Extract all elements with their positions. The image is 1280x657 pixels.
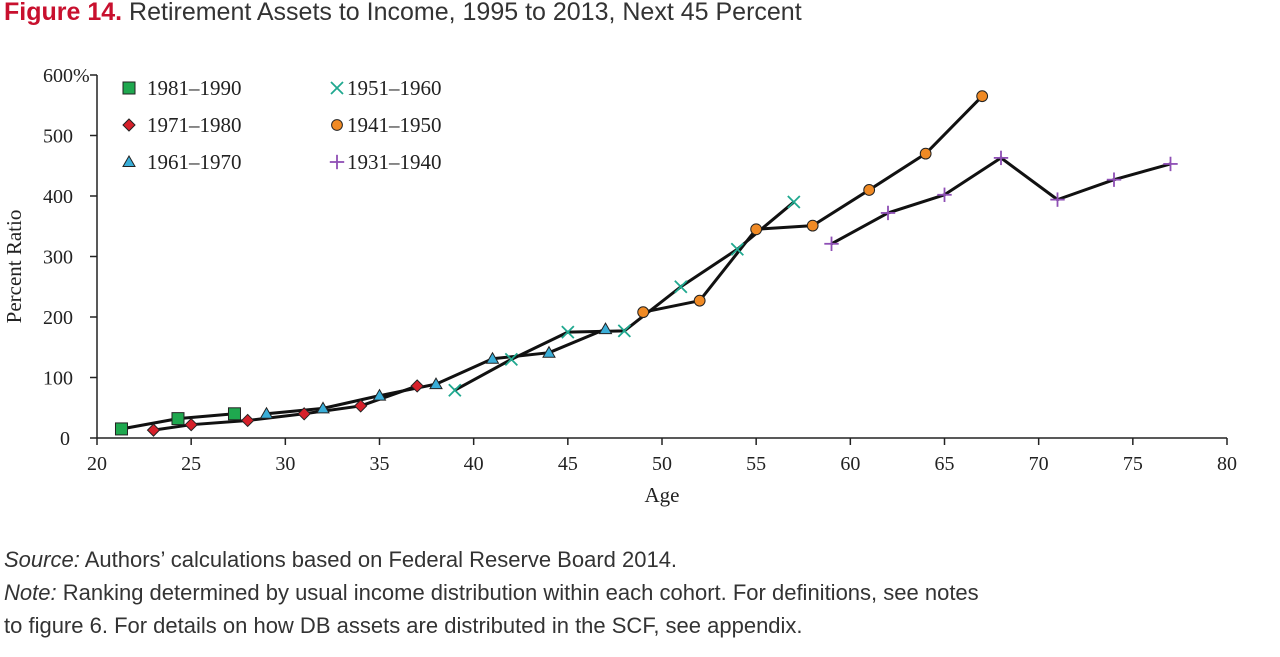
y-tick-unit: % xyxy=(73,65,90,87)
x-tick-label: 35 xyxy=(370,453,390,475)
data-point xyxy=(240,413,255,428)
source-label: Source: xyxy=(4,547,80,572)
legend-marker xyxy=(330,81,344,95)
x-tick-label: 45 xyxy=(558,453,578,475)
data-point xyxy=(448,383,462,397)
data-point xyxy=(617,324,631,338)
y-tick-label: 400 xyxy=(43,186,73,208)
x-tick-label: 50 xyxy=(652,453,672,475)
source-line: Source: Authors’ calculations based on F… xyxy=(4,543,979,576)
data-point xyxy=(750,223,763,236)
x-tick-label: 80 xyxy=(1217,453,1237,475)
data-point xyxy=(227,407,241,421)
series-lines xyxy=(121,95,1171,432)
y-tick-label: 600 xyxy=(43,65,73,87)
source-text: Authors’ calculations based on Federal R… xyxy=(84,547,678,572)
data-point xyxy=(542,345,556,358)
data-point xyxy=(259,406,274,419)
series-line-3 xyxy=(454,200,795,392)
legend-label: 1951–1960 xyxy=(347,76,442,100)
data-point xyxy=(993,150,1009,166)
y-axis-title: Percent Ratio xyxy=(2,210,26,324)
x-tick-label: 25 xyxy=(181,453,201,475)
data-point xyxy=(598,322,613,335)
figure-label: Figure 14. xyxy=(4,0,123,26)
data-point xyxy=(410,379,424,393)
chart-axes: 20 25 30 35 40 45 50 55 60 65 70 75 80 0 100 200 300 400 5… xyxy=(2,65,1237,507)
note-text-1: Ranking determined by usual income distr… xyxy=(62,580,979,605)
series-line-2 xyxy=(266,327,607,416)
y-tick-label: 300 xyxy=(43,247,73,269)
note-label: Note: xyxy=(4,580,57,605)
data-point xyxy=(485,351,500,364)
data-point xyxy=(806,219,819,232)
x-tick-label: 40 xyxy=(464,453,484,475)
figure-notes: Source: Authors’ calculations based on F… xyxy=(4,543,979,642)
data-point xyxy=(561,325,575,339)
x-tick-label: 55 xyxy=(746,453,766,475)
data-point xyxy=(297,407,311,421)
y-tick-label: 100 xyxy=(43,368,73,390)
note-line-1: Note: Ranking determined by usual income… xyxy=(4,576,979,609)
data-point xyxy=(1106,172,1122,187)
data-point xyxy=(1050,192,1065,207)
line-chart: 20 25 30 35 40 45 50 55 60 65 70 75 80 0 100 200 300 400 5… xyxy=(2,65,1237,507)
data-point xyxy=(880,205,896,221)
y-tick-label: 500 xyxy=(43,126,73,148)
data-point xyxy=(787,195,801,209)
data-point xyxy=(637,306,650,319)
legend-marker xyxy=(329,154,345,170)
data-point xyxy=(171,412,185,426)
data-point xyxy=(919,147,932,160)
x-axis-title: Age xyxy=(645,483,680,507)
note-line-2: to figure 6. For details on how DB asset… xyxy=(4,609,979,642)
data-point xyxy=(429,377,443,390)
legend-marker xyxy=(331,119,343,131)
data-point xyxy=(976,90,989,103)
data-point xyxy=(937,187,952,202)
figure-title: Figure 14. Retirement Assets to Income, … xyxy=(4,0,802,27)
data-point xyxy=(146,423,161,437)
x-tick-label: 20 xyxy=(87,453,107,475)
x-tick-label: 65 xyxy=(935,453,955,475)
legend-label: 1961–1970 xyxy=(147,150,242,174)
data-point xyxy=(693,294,706,307)
data-point xyxy=(372,388,387,401)
data-point xyxy=(1163,156,1178,172)
data-point xyxy=(674,280,688,294)
data-point xyxy=(863,184,876,196)
data-point xyxy=(316,401,330,414)
legend-label: 1971–1980 xyxy=(147,113,242,137)
data-point xyxy=(353,399,368,413)
legend-marker xyxy=(122,154,136,167)
x-tick-label: 60 xyxy=(840,453,860,475)
legend-label: 1941–1950 xyxy=(347,113,442,137)
figure-title-text: Retirement Assets to Income, 1995 to 201… xyxy=(129,0,802,26)
series-markers xyxy=(114,90,1178,437)
series-line-1 xyxy=(153,384,418,432)
data-point xyxy=(184,417,198,432)
data-point xyxy=(504,352,518,366)
y-tick-label: 0 xyxy=(60,428,70,450)
series-line-5 xyxy=(830,156,1171,246)
legend-label: 1981–1990 xyxy=(147,76,242,100)
legend-marker xyxy=(122,118,136,132)
y-tick-label: 200 xyxy=(43,307,73,329)
data-point xyxy=(824,236,839,251)
legend-label: 1931–1940 xyxy=(347,150,442,174)
data-point xyxy=(114,422,128,436)
x-tick-label: 30 xyxy=(275,453,295,475)
x-tick-label: 70 xyxy=(1029,453,1049,475)
chart-legend: 1981–1990 1971–1980 1961–1970 1951–1960 1941… xyxy=(122,76,442,174)
x-tick-label: 75 xyxy=(1123,453,1143,475)
data-point xyxy=(730,242,744,256)
legend-marker xyxy=(122,81,136,95)
note-text-2: to figure 6. For details on how DB asset… xyxy=(4,613,803,638)
